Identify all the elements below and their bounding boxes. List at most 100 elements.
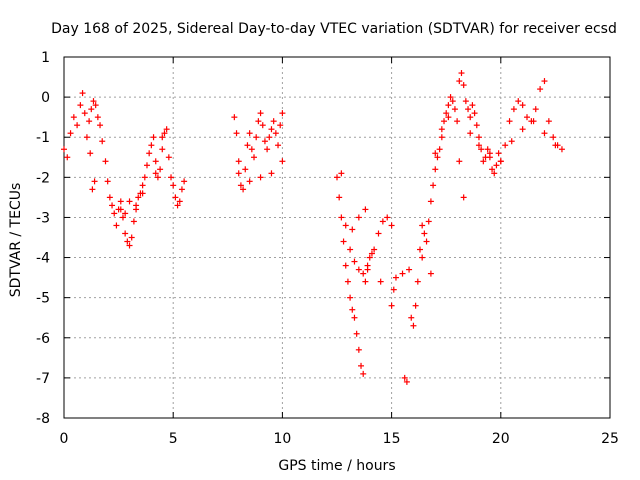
data-point bbox=[366, 254, 373, 261]
data-point bbox=[515, 98, 522, 105]
data-point bbox=[244, 142, 251, 149]
data-point bbox=[235, 158, 242, 165]
data-point bbox=[340, 238, 347, 245]
data-point bbox=[126, 242, 133, 249]
data-point bbox=[146, 150, 153, 157]
data-point bbox=[467, 130, 474, 137]
data-point bbox=[111, 210, 118, 217]
data-point bbox=[143, 162, 150, 169]
data-point bbox=[87, 150, 94, 157]
data-point bbox=[240, 186, 247, 193]
data-point bbox=[441, 118, 448, 125]
data-point bbox=[342, 262, 349, 269]
y-tick-label: 1 bbox=[41, 50, 50, 66]
data-point bbox=[416, 246, 423, 253]
data-point bbox=[347, 246, 354, 253]
data-point bbox=[462, 98, 469, 105]
data-point bbox=[338, 170, 345, 177]
data-point bbox=[480, 158, 487, 165]
data-point bbox=[83, 134, 90, 141]
data-point bbox=[458, 70, 465, 77]
data-point bbox=[438, 134, 445, 141]
x-tick-label: 25 bbox=[601, 431, 619, 447]
y-axis-label: SDTVAR / TECUs bbox=[8, 183, 24, 298]
data-point bbox=[537, 86, 544, 93]
data-point bbox=[347, 294, 354, 301]
data-point bbox=[174, 202, 181, 209]
data-point bbox=[436, 146, 443, 153]
data-point bbox=[272, 130, 279, 137]
data-point bbox=[362, 206, 369, 213]
data-point bbox=[489, 166, 496, 173]
data-point bbox=[259, 122, 266, 129]
chart-title: Day 168 of 2025, Sidereal Day-to-day VTE… bbox=[51, 21, 617, 37]
data-point bbox=[475, 142, 482, 149]
data-point bbox=[460, 194, 467, 201]
data-point bbox=[484, 146, 491, 153]
data-point bbox=[181, 178, 188, 185]
axis-ticks: 0 5 10 15 20 25 -8 -7 -6 -5 -4 -3 -2 -1 0 1 bbox=[36, 50, 619, 447]
data-point bbox=[410, 322, 417, 329]
data-point bbox=[530, 118, 537, 125]
data-point bbox=[541, 78, 548, 85]
data-point bbox=[148, 142, 155, 149]
data-point bbox=[279, 110, 286, 117]
data-point bbox=[351, 258, 358, 265]
data-point bbox=[486, 150, 493, 157]
data-point bbox=[432, 150, 439, 157]
data-point bbox=[74, 122, 81, 129]
data-point bbox=[388, 302, 395, 309]
data-point bbox=[270, 118, 277, 125]
data-point bbox=[445, 102, 452, 109]
data-point bbox=[403, 378, 410, 385]
data-point bbox=[344, 278, 351, 285]
data-point bbox=[449, 98, 456, 105]
data-point bbox=[231, 114, 238, 121]
data-point bbox=[117, 198, 124, 205]
data-point bbox=[478, 146, 485, 153]
data-point bbox=[159, 134, 166, 141]
data-point bbox=[438, 126, 445, 133]
data-point bbox=[135, 194, 142, 201]
data-point bbox=[456, 78, 463, 85]
data-point bbox=[349, 226, 356, 233]
data-point bbox=[176, 198, 183, 205]
x-tick-label: 15 bbox=[383, 431, 401, 447]
data-point bbox=[460, 82, 467, 89]
data-point bbox=[119, 214, 126, 221]
data-point bbox=[430, 182, 437, 189]
data-point bbox=[552, 142, 559, 149]
data-point bbox=[102, 158, 109, 165]
data-point bbox=[408, 314, 415, 321]
data-point bbox=[473, 122, 480, 129]
y-tick-label: -1 bbox=[36, 130, 50, 146]
data-point bbox=[178, 186, 185, 193]
data-point bbox=[233, 130, 240, 137]
data-point bbox=[277, 122, 284, 129]
data-point bbox=[432, 166, 439, 173]
data-point bbox=[447, 94, 454, 101]
data-point bbox=[456, 158, 463, 165]
data-point bbox=[524, 114, 531, 121]
data-point bbox=[141, 174, 148, 181]
data-point bbox=[97, 122, 104, 129]
data-point bbox=[399, 270, 406, 277]
data-point bbox=[157, 166, 164, 173]
data-point bbox=[139, 182, 146, 189]
x-axis-label: GPS time / hours bbox=[278, 458, 395, 474]
data-point bbox=[541, 130, 548, 137]
data-point bbox=[152, 158, 159, 165]
data-point bbox=[342, 222, 349, 229]
data-point bbox=[70, 114, 77, 121]
data-point bbox=[508, 138, 515, 145]
data-point bbox=[406, 266, 413, 273]
data-point bbox=[128, 234, 135, 241]
y-tick-label: -5 bbox=[36, 291, 50, 307]
data-point bbox=[401, 374, 408, 381]
data-point bbox=[99, 138, 106, 145]
data-point bbox=[163, 126, 170, 133]
data-point bbox=[421, 230, 428, 237]
data-point bbox=[519, 102, 526, 109]
data-point bbox=[360, 270, 367, 277]
data-point bbox=[92, 102, 99, 109]
